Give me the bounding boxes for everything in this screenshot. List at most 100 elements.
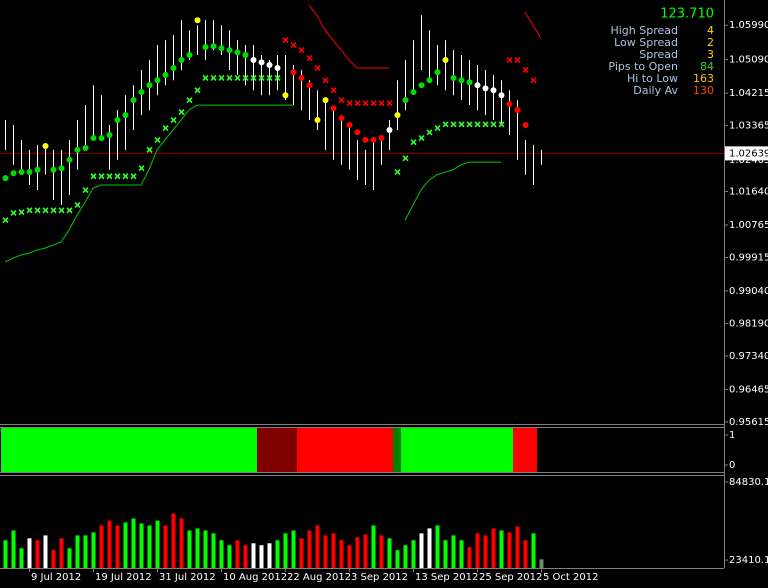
dot-marker <box>50 166 57 173</box>
x-tick-label: 5 Oct 2012 <box>543 572 598 583</box>
cross-marker <box>258 74 265 82</box>
volume-bar <box>507 532 512 568</box>
volume-bar <box>443 540 448 568</box>
volume-bar <box>339 540 344 568</box>
x-tick-label: 22 Aug 2012 <box>287 572 351 583</box>
y-tick-label: 23410.15 <box>729 555 768 566</box>
volume-bar <box>467 547 472 568</box>
dot-marker <box>58 165 65 172</box>
volume-bar <box>331 533 336 568</box>
volume-bar <box>491 528 496 568</box>
cross-marker <box>162 125 169 132</box>
cross-marker <box>338 97 345 104</box>
dot-marker <box>330 105 337 112</box>
volume-bar <box>123 522 128 568</box>
dot-marker <box>314 117 321 124</box>
volume-bar <box>179 518 184 568</box>
y-tick-label: 1.02465 <box>729 155 768 166</box>
info-label: Spread <box>639 48 678 61</box>
frame <box>0 0 725 569</box>
info-label: High Spread <box>610 24 678 37</box>
y-tick-label: 1.05990 <box>729 20 768 31</box>
dot-marker <box>186 52 193 59</box>
cross-marker <box>330 87 337 94</box>
dot-marker <box>394 112 401 119</box>
signal-segment <box>393 428 401 472</box>
volume-bar <box>155 520 160 568</box>
volume-bar <box>355 537 360 568</box>
y-tick-label: 84830.15 <box>729 477 768 488</box>
cross-marker <box>514 56 521 64</box>
volume-bar <box>323 535 328 568</box>
info-label: Low Spread <box>614 36 678 49</box>
dot-marker <box>426 77 433 84</box>
volume-bar <box>43 535 48 568</box>
volume-bar <box>19 548 24 568</box>
dot-marker <box>26 169 33 176</box>
volume-bar <box>91 532 96 568</box>
cross-marker <box>90 173 97 180</box>
cross-marker <box>402 155 409 162</box>
volume-bar <box>451 535 456 568</box>
info-value: 2 <box>707 36 714 49</box>
cross-marker <box>322 77 329 84</box>
dot-marker <box>234 49 241 56</box>
dot-marker <box>490 87 497 94</box>
dot-marker <box>146 82 153 89</box>
cross-marker <box>306 55 313 62</box>
cross-marker <box>450 121 457 128</box>
y-tick-label: 1 <box>729 430 735 441</box>
cross-marker <box>226 74 233 82</box>
dot-marker <box>522 122 529 129</box>
dot-marker <box>298 74 305 81</box>
info-value: 3 <box>707 48 714 61</box>
volume-bar <box>411 540 416 568</box>
dot-marker <box>106 131 113 138</box>
volume-bar <box>171 513 176 568</box>
x-tick-label: 9 Jul 2012 <box>31 572 81 583</box>
volume-bar <box>75 535 80 568</box>
volume-bar <box>435 525 440 568</box>
cross-marker <box>458 121 465 128</box>
price-panel <box>0 5 724 263</box>
y-tick-label: 0.99040 <box>729 286 768 297</box>
cross-marker <box>234 74 241 82</box>
dot-marker <box>514 107 521 114</box>
volume-bar <box>515 526 520 568</box>
volume-bar <box>403 545 408 568</box>
volume-bar <box>227 545 232 568</box>
cross-marker <box>42 207 49 214</box>
volume-bar <box>371 525 376 568</box>
volume-bar <box>419 533 424 568</box>
volume-bar <box>51 550 56 568</box>
dot-marker <box>386 126 393 133</box>
cross-marker <box>362 100 369 107</box>
dot-marker <box>122 112 129 119</box>
dot-marker <box>82 144 89 151</box>
volume-bar <box>187 530 192 568</box>
info-value: 4 <box>707 24 714 37</box>
price-box-label: 1.02639 <box>729 148 768 159</box>
dot-marker <box>402 97 409 104</box>
y-tick-label: 0.95615 <box>729 417 768 428</box>
cross-marker <box>266 74 273 82</box>
cross-marker <box>58 207 65 214</box>
info-label: Hi to Low <box>627 72 678 85</box>
dot-marker <box>154 77 161 84</box>
volume-bar <box>307 530 312 568</box>
cross-marker <box>522 66 529 74</box>
y-tick-label: 0.97340 <box>729 351 768 362</box>
cross-marker <box>386 100 393 107</box>
volume-bar <box>211 533 216 568</box>
cross-marker <box>370 100 377 107</box>
dot-marker <box>130 97 137 104</box>
dot-marker <box>506 100 513 107</box>
volume-bar <box>235 540 240 568</box>
y-tick-label: 1.00765 <box>729 220 768 231</box>
cross-marker <box>130 173 137 180</box>
dot-marker <box>162 71 169 78</box>
dot-marker <box>418 82 425 89</box>
dot-marker <box>434 69 441 76</box>
y-tick-label: 0.99915 <box>729 252 768 263</box>
